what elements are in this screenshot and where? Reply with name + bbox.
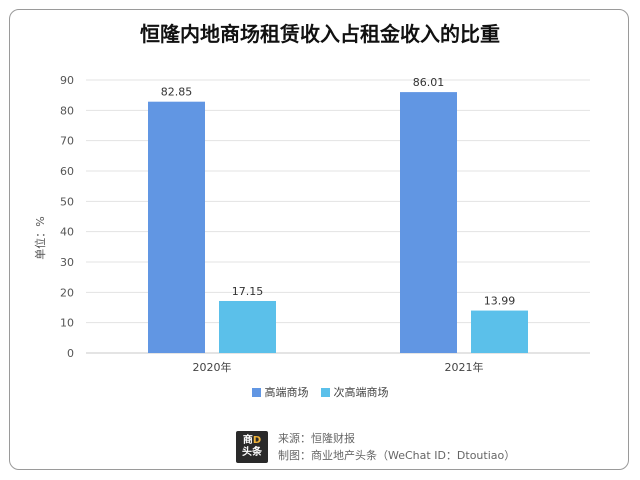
legend-label-sub-high-end: 次高端商场 (333, 386, 389, 399)
data-label: 82.85 (161, 86, 193, 99)
bar (219, 300, 276, 353)
data-label: 13.99 (484, 295, 516, 308)
footer: 商D 头条 来源：恒隆财报 制图：商业地产头条（WeChat ID：Dtouti… (236, 430, 515, 464)
source-text: 来源：恒隆财报 (278, 432, 355, 445)
x-tick-label: 2020年 (193, 360, 232, 374)
legend-label-high-end: 高端商场 (264, 386, 309, 399)
bar (148, 101, 205, 354)
source-note: 来源：恒隆财报 制图：商业地产头条（WeChat ID：Dtoutiao） (278, 430, 515, 464)
legend-swatch-sub-high-end (320, 387, 330, 397)
chart-title: 恒隆内地商场租赁收入占租金收入的比重 (140, 22, 500, 46)
y-tick-label: 90 (60, 74, 74, 87)
y-tick-label: 50 (60, 195, 74, 208)
y-tick-label: 80 (60, 104, 74, 117)
data-label: 17.15 (232, 285, 264, 298)
bar (400, 92, 457, 353)
legend-item-sub-high-end: 次高端商场 (320, 384, 389, 400)
y-tick-label: 10 (60, 317, 74, 330)
y-tick-label: 0 (67, 347, 74, 360)
y-tick-label: 40 (60, 226, 74, 239)
legend-item-high-end: 高端商场 (251, 384, 309, 400)
chart-frame (9, 9, 629, 470)
legend-swatch-high-end (251, 387, 261, 397)
y-tick-label: 60 (60, 165, 74, 178)
bar (471, 310, 528, 353)
data-label: 86.01 (413, 76, 445, 89)
y-tick-label: 70 (60, 135, 74, 148)
legend: 高端商场 次高端商场 (0, 384, 640, 400)
y-tick-label: 30 (60, 256, 74, 269)
maker-text: 制图：商业地产头条（WeChat ID：Dtoutiao） (278, 449, 516, 462)
y-tick-label: 20 (60, 286, 74, 299)
x-tick-label: 2021年 (445, 360, 484, 374)
brand-logo: 商D 头条 (236, 431, 268, 463)
